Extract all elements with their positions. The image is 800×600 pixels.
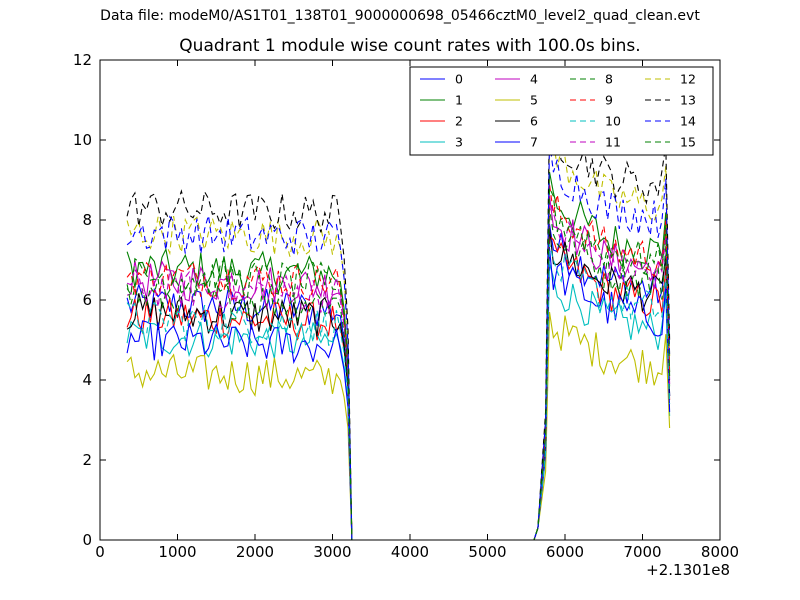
y-tick-label: 0 <box>82 531 92 549</box>
x-tick-label: 0 <box>95 543 105 561</box>
y-tick-label: 2 <box>82 451 92 469</box>
legend-label-13: 13 <box>680 93 696 108</box>
legend-label-9: 9 <box>605 93 613 108</box>
legend-label-5: 5 <box>530 93 538 108</box>
ticks-layer: 0 1000 2000 3000 4000 5000 6000 7000 80000246810… <box>73 51 739 561</box>
y-tick-label: 8 <box>82 211 92 229</box>
series-line-13 <box>126 111 671 541</box>
x-tick-label: 6000 <box>546 543 584 561</box>
x-axis-offset-label: +2.1301e8 <box>646 561 730 579</box>
legend-label-1: 1 <box>455 93 463 108</box>
series-line-15 <box>126 187 671 541</box>
series-line-5 <box>126 311 671 541</box>
x-tick-label: 8000 <box>701 543 739 561</box>
y-tick-label: 12 <box>73 51 92 69</box>
legend-label-2: 2 <box>455 114 463 129</box>
legend-label-12: 12 <box>680 72 696 87</box>
legend-label-8: 8 <box>605 72 613 87</box>
data-file-title: Data file: modeM0/AS1T01_138T01_90000006… <box>100 8 700 24</box>
legend-label-15: 15 <box>680 135 696 150</box>
series-line-9 <box>126 183 671 541</box>
series-line-12 <box>126 127 671 541</box>
y-tick-label: 10 <box>73 131 92 149</box>
x-tick-label: 4000 <box>391 543 429 561</box>
legend-label-7: 7 <box>530 135 538 150</box>
series-line-7 <box>126 247 671 541</box>
legend-label-6: 6 <box>530 114 538 129</box>
legend-label-11: 11 <box>605 135 621 150</box>
x-tick-label: 5000 <box>468 543 506 561</box>
legend-label-0: 0 <box>455 72 463 87</box>
legend-label-3: 3 <box>455 135 463 150</box>
x-tick-label: 2000 <box>236 543 274 561</box>
series-line-10 <box>126 243 671 541</box>
series-line-8 <box>126 207 671 541</box>
series-line-1 <box>126 171 671 541</box>
legend-box <box>409 66 714 156</box>
x-tick-label: 3000 <box>313 543 351 561</box>
x-tick-label: 1000 <box>158 543 196 561</box>
legend-label-14: 14 <box>680 114 696 129</box>
series-layer <box>126 111 671 541</box>
legend-label-4: 4 <box>530 72 538 87</box>
series-line-14 <box>126 139 671 541</box>
chart-title: Quadrant 1 module wise count rates with … <box>179 36 641 56</box>
series-line-6 <box>126 227 671 541</box>
legend-label-10: 10 <box>605 114 621 129</box>
x-tick-label: 7000 <box>623 543 661 561</box>
y-tick-label: 4 <box>82 371 92 389</box>
series-line-11 <box>126 199 671 541</box>
y-tick-label: 6 <box>82 291 92 309</box>
